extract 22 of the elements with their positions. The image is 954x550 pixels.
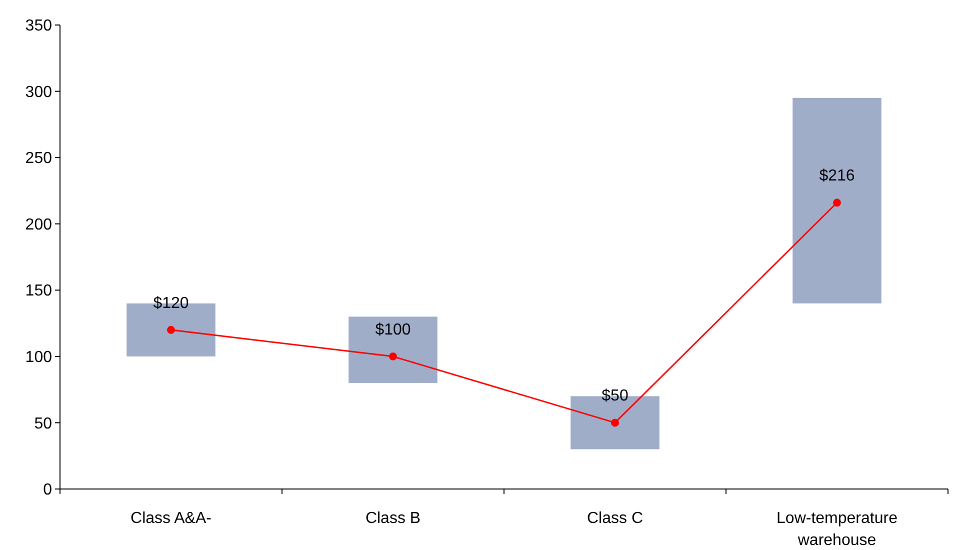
x-tick-label: Class A&A- (130, 510, 212, 527)
y-tick-label: 50 (34, 415, 52, 432)
data-label: $216 (819, 168, 855, 185)
point (611, 418, 619, 427)
y-tick-label: 200 (25, 216, 52, 234)
x-tick-label: Class B (365, 510, 421, 527)
y-tick-label: 350 (25, 18, 52, 35)
point (167, 326, 175, 334)
y-tick-label: 250 (25, 150, 52, 168)
y-tick-label: 0 (43, 482, 52, 499)
data-label: $50 (602, 388, 628, 405)
point (389, 352, 397, 360)
data-label: $120 (153, 294, 189, 312)
point (833, 198, 841, 207)
x-tick-label: Class C (586, 510, 644, 527)
bar (792, 98, 882, 304)
data-label: $100 (375, 321, 411, 338)
y-tick-label: 300 (25, 84, 52, 101)
bar (348, 316, 438, 383)
y-tick-label: 150 (25, 282, 52, 300)
y-tick-label: 100 (25, 349, 52, 366)
x-tick-label: Low-temperature warehouse (776, 510, 898, 549)
